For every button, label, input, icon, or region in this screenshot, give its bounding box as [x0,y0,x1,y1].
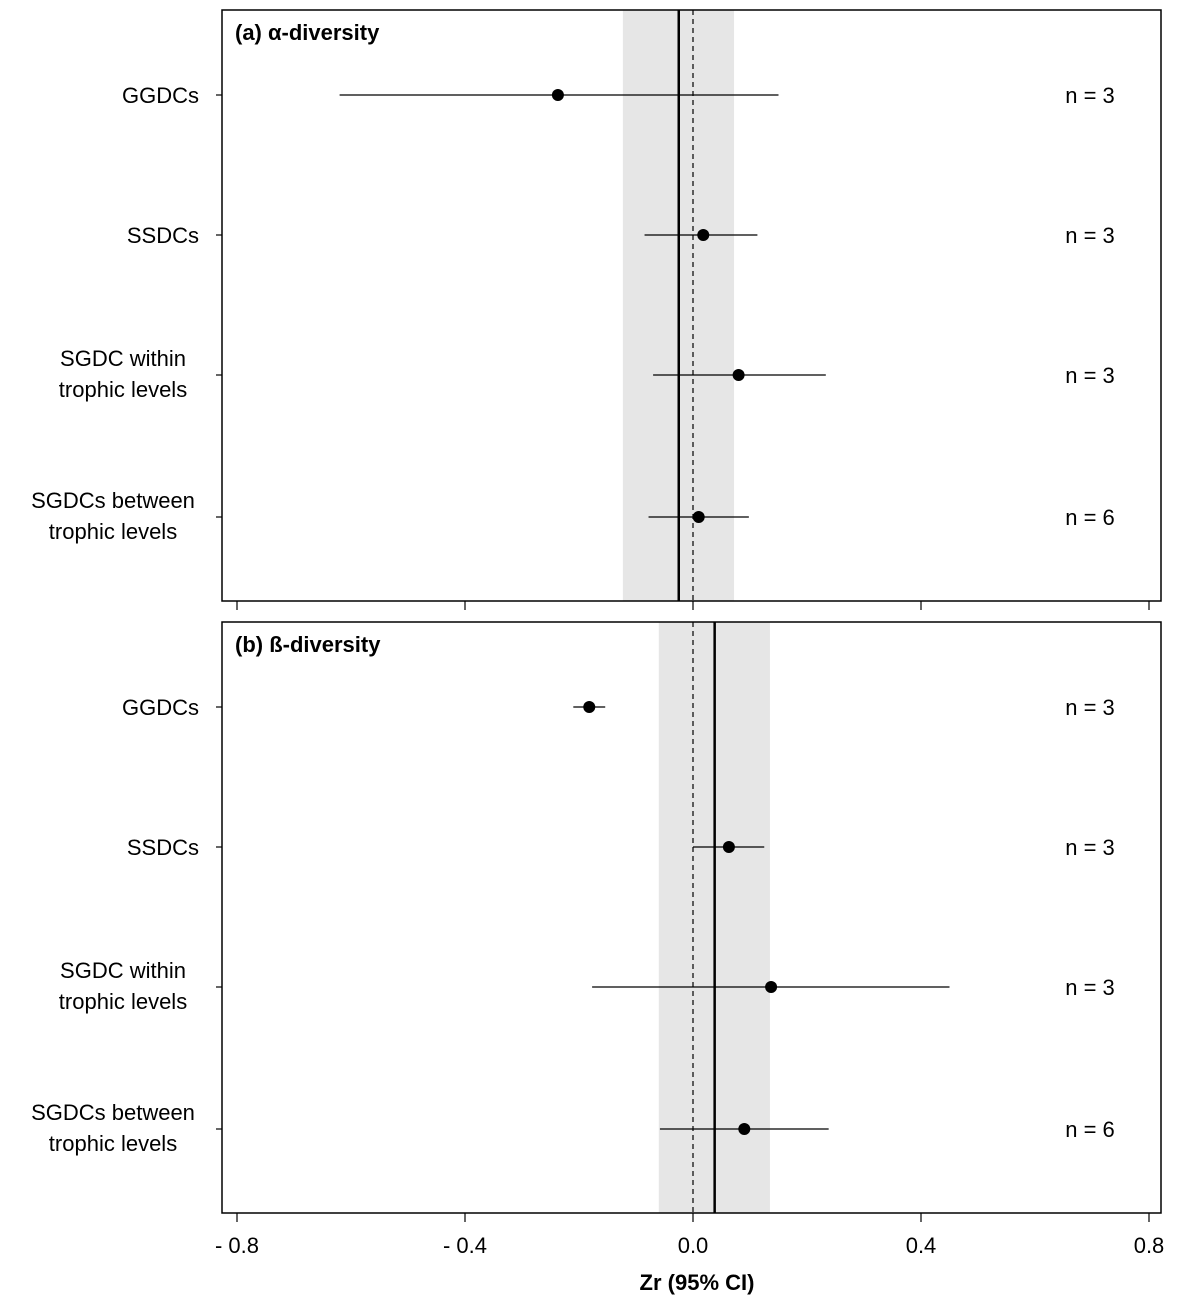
category-label: SSDCs [127,835,199,860]
x-axis: - 0.8 - 0.4 0.0 0.4 0.8 Zr (95% CI) [215,1233,1164,1295]
x-tick-label: 0.0 [678,1233,709,1258]
category-label: SGDCs between [31,1100,195,1125]
panel-beta-diversity: (b) ß-diversity GGDCs n = 3 SSDCs n = 3 SGDC … [31,621,1162,1222]
x-tick-label: 0.4 [906,1233,937,1258]
category-label: GGDCs [122,83,199,108]
panel-alpha-diversity: (a) α-diversity GGDCs n = 3 SSDCs n = 3 SGDC … [31,9,1162,610]
point-estimate [583,701,596,713]
category-label: trophic levels [59,377,187,402]
category-label: SGDCs between [31,488,195,513]
panel-frame [221,621,1162,1214]
x-tick-label: 0.8 [1134,1233,1165,1258]
n-label: n = 6 [1065,1117,1115,1142]
x-axis-title: Zr (95% CI) [640,1270,755,1295]
category-label: SSDCs [127,223,199,248]
point-estimate [765,981,778,993]
category-label: SGDC within [60,958,186,983]
category-label: trophic levels [49,1131,177,1156]
x-tick-label: - 0.8 [215,1233,259,1258]
n-label: n = 3 [1065,695,1115,720]
category-label: trophic levels [59,989,187,1014]
point-estimate [732,369,745,381]
n-label: n = 3 [1065,83,1115,108]
point-estimate [738,1123,751,1135]
point-estimate [551,89,564,101]
panel-title: (b) ß-diversity [235,632,381,657]
panel-title: (a) α-diversity [235,20,380,45]
panel-frame [221,9,1162,602]
n-label: n = 3 [1065,975,1115,1000]
n-label: n = 3 [1065,363,1115,388]
category-label: trophic levels [49,519,177,544]
category-label: GGDCs [122,695,199,720]
n-label: n = 3 [1065,223,1115,248]
point-estimate [722,841,735,853]
point-estimate [692,511,705,523]
x-tick-label: - 0.4 [443,1233,487,1258]
n-label: n = 3 [1065,835,1115,860]
n-label: n = 6 [1065,505,1115,530]
point-estimate [697,229,710,241]
category-label: SGDC within [60,346,186,371]
